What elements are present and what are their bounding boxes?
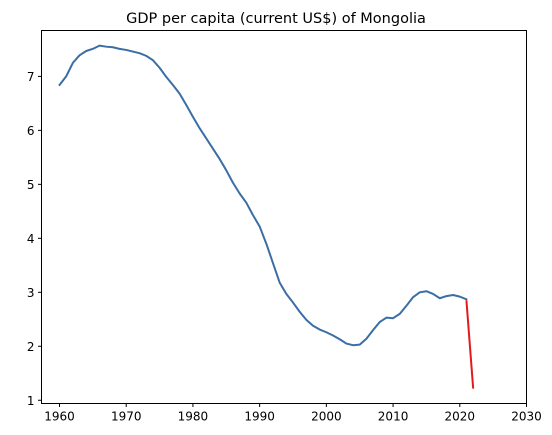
series-line-0 bbox=[58, 44, 468, 347]
y-tick-label: 4 bbox=[27, 232, 35, 246]
series-line-1 bbox=[465, 299, 475, 389]
y-tick-label: 6 bbox=[27, 124, 35, 138]
x-tick-label: 2020 bbox=[445, 410, 476, 424]
y-tick-label: 5 bbox=[27, 178, 35, 192]
y-axis: 1 2 3 4 5 6 7 bbox=[27, 70, 42, 408]
x-tick-label: 1960 bbox=[44, 410, 75, 424]
x-tick-label: 2000 bbox=[311, 410, 342, 424]
x-tick-label: 2010 bbox=[378, 410, 409, 424]
y-tick-label: 3 bbox=[27, 286, 35, 300]
plot-frame bbox=[41, 30, 527, 404]
x-axis: 1960 1970 1980 1990 2000 2010 2020 2030 bbox=[44, 403, 542, 424]
plot-area bbox=[58, 44, 475, 389]
x-tick-label: 1990 bbox=[244, 410, 275, 424]
chart-title: GDP per capita (current US$) of Mongolia bbox=[126, 11, 426, 27]
y-tick-label: 2 bbox=[27, 340, 35, 354]
x-tick-label: 2030 bbox=[511, 410, 542, 424]
x-tick-label: 1980 bbox=[178, 410, 209, 424]
y-tick-label: 1 bbox=[27, 394, 35, 408]
y-tick-label: 7 bbox=[27, 70, 35, 84]
x-tick-label: 1970 bbox=[111, 410, 142, 424]
